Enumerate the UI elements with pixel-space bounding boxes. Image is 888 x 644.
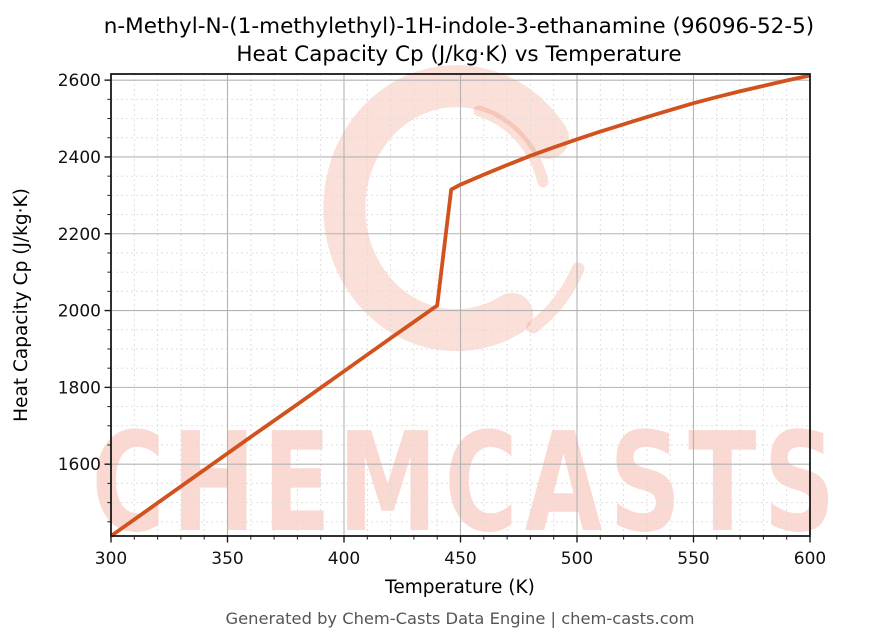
x-tick-label: 300 [95, 549, 127, 569]
y-tick-label: 2200 [58, 225, 101, 245]
x-tick-label: 550 [677, 549, 709, 569]
tick-labels: 300 350 400 450 500 550 600 1600 1800 2000 2200 240… [58, 71, 826, 569]
y-tick-label: 1800 [58, 378, 101, 398]
y-tick-label: 2600 [58, 71, 101, 91]
y-tick-label: 1600 [58, 455, 101, 475]
major-gridlines [110, 74, 811, 536]
chemcasts-logo-accent-icon [473, 105, 549, 188]
y-tick-label: 2000 [58, 302, 101, 322]
axes [104, 73, 811, 543]
x-tick-label: 350 [211, 549, 243, 569]
x-axis-label: Temperature (K) [384, 577, 535, 598]
y-axis-label: Heat Capacity Cp (J/kg·K) [11, 188, 32, 422]
chemcasts-logo-icon [323, 65, 569, 352]
footer-credit: Generated by Chem-Casts Data Engine | ch… [226, 609, 695, 628]
x-tick-label: 600 [794, 549, 826, 569]
x-tick-label: 450 [444, 549, 476, 569]
x-tick-label: 500 [561, 549, 593, 569]
chemcasts-logo-tail-icon [526, 262, 585, 334]
chart-title-line1: n-Methyl-N-(1-methylethyl)-1H-indole-3-e… [104, 14, 814, 39]
y-tick-label: 2400 [58, 148, 101, 168]
data-series [109, 73, 811, 538]
cp-curve [109, 73, 811, 538]
chart-title-line2: Heat Capacity Cp (J/kg·K) vs Temperature [236, 42, 681, 67]
x-tick-label: 400 [328, 549, 360, 569]
